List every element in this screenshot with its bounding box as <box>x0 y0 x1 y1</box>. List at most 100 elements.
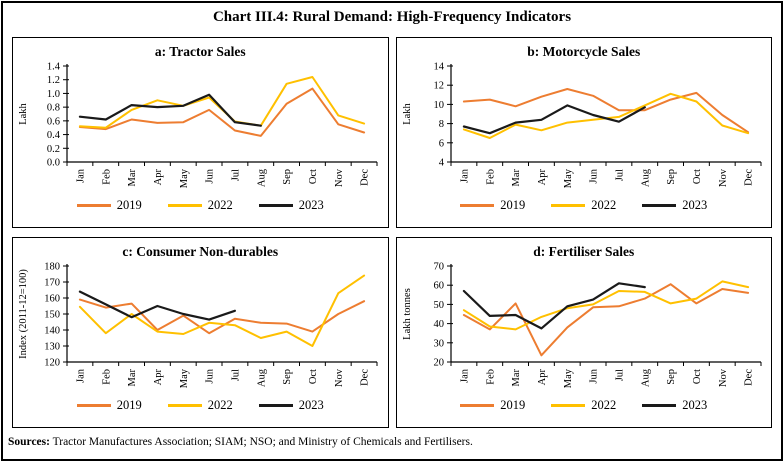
legend-label-2023: 2023 <box>682 398 708 412</box>
svg-text:10: 10 <box>433 100 444 111</box>
legend-item-2022: 2022 <box>551 398 616 413</box>
svg-text:Mar: Mar <box>127 369 138 387</box>
panel-consumer-non-durables: c: Consumer Non-durables 120 130 140 150 160… <box>12 237 389 428</box>
svg-text:Lakh tonnes: Lakh tonnes <box>402 288 413 340</box>
panel-tractor-sales: a: Tractor Sales 0.0 0.2 0.4 0.6 0.8 1.0 1.2 1.… <box>12 37 389 228</box>
svg-text:6: 6 <box>438 138 443 149</box>
svg-text:Feb: Feb <box>101 169 112 185</box>
legend-item-2023: 2023 <box>642 398 707 413</box>
svg-text:May: May <box>562 368 573 388</box>
svg-text:Nov: Nov <box>334 368 345 387</box>
legend-label-2022: 2022 <box>591 198 617 212</box>
svg-text:Jul: Jul <box>230 369 241 381</box>
legend-item-2019: 2019 <box>76 398 142 413</box>
legend-line-2022 <box>551 404 586 407</box>
svg-text:Jul: Jul <box>614 369 625 381</box>
svg-text:Apr: Apr <box>536 169 547 186</box>
svg-text:Oct: Oct <box>691 169 702 184</box>
svg-text:Aug: Aug <box>640 168 651 187</box>
legend-c: 2019 2022 2023 <box>13 398 388 413</box>
legend-line-2023 <box>642 204 677 207</box>
panel-motorcycle-sales: b: Motorcycle Sales 4 6 8 10 12 14 Jan Feb Mar Ap… <box>395 37 772 228</box>
svg-text:Dec: Dec <box>360 169 371 186</box>
svg-text:Aug: Aug <box>256 168 267 187</box>
legend-label-2022: 2022 <box>207 198 233 212</box>
svg-text:Jun: Jun <box>588 368 599 383</box>
svg-text:4: 4 <box>438 158 444 169</box>
svg-text:Aug: Aug <box>640 368 651 387</box>
panel-title-c: c: Consumer Non-durables <box>122 244 279 259</box>
legend-line-2019 <box>76 204 111 207</box>
tractor-sales-chart: 0.0 0.2 0.4 0.6 0.8 1.0 1.2 1.4 Jan Feb Mar Apr May J… <box>18 62 378 188</box>
svg-text:Sep: Sep <box>282 169 293 185</box>
svg-text:Oct: Oct <box>308 369 319 384</box>
legend-item-2019: 2019 <box>460 398 525 413</box>
svg-text:Mar: Mar <box>511 169 522 187</box>
svg-text:14: 14 <box>433 62 444 73</box>
legend-line-2019 <box>460 204 495 207</box>
panel-fertiliser-sales: d: Fertiliser Sales 20 30 40 50 60 70 Jan Feb Ma… <box>395 237 772 428</box>
svg-text:1.2: 1.2 <box>47 75 60 86</box>
legend-item-2023: 2023 <box>258 198 324 213</box>
svg-text:160: 160 <box>44 294 60 305</box>
svg-text:May: May <box>179 168 190 188</box>
svg-text:Apr: Apr <box>153 369 164 386</box>
svg-text:Index (2011-12=100): Index (2011-12=100) <box>18 269 29 359</box>
legend-a: 2019 2022 2023 <box>13 198 388 213</box>
svg-text:Nov: Nov <box>717 168 728 187</box>
svg-text:140: 140 <box>44 326 60 337</box>
svg-text:70: 70 <box>433 262 444 273</box>
legend-label-2019: 2019 <box>500 398 526 412</box>
legend-label-2019: 2019 <box>500 198 526 212</box>
svg-text:Feb: Feb <box>101 369 112 385</box>
legend-line-2023 <box>258 204 293 207</box>
legend-item-2022: 2022 <box>167 198 233 213</box>
svg-text:Dec: Dec <box>743 169 754 186</box>
svg-text:Oct: Oct <box>308 169 319 184</box>
legend-item-2022: 2022 <box>167 398 233 413</box>
svg-text:Feb: Feb <box>485 169 496 185</box>
consumer-non-durables-chart: 120 130 140 150 160 170 180 Jan Feb Mar Apr May Jun J… <box>18 262 378 388</box>
svg-text:0.2: 0.2 <box>47 144 60 155</box>
sources-label: Sources: <box>8 436 50 448</box>
svg-text:180: 180 <box>44 262 60 273</box>
legend-label-2023: 2023 <box>298 198 324 212</box>
legend-b: 2019 2022 2023 <box>397 198 772 213</box>
svg-text:50: 50 <box>433 300 444 311</box>
svg-text:Lakh: Lakh <box>18 102 29 124</box>
legend-item-2019: 2019 <box>76 198 142 213</box>
svg-text:Lakh: Lakh <box>402 102 413 124</box>
legend-item-2023: 2023 <box>642 198 707 213</box>
svg-text:Oct: Oct <box>691 369 702 384</box>
legend-label-2019: 2019 <box>116 398 142 412</box>
svg-text:Jun: Jun <box>205 368 216 383</box>
svg-text:May: May <box>179 368 190 388</box>
svg-text:30: 30 <box>433 338 444 349</box>
svg-text:170: 170 <box>44 278 60 289</box>
svg-text:Mar: Mar <box>511 369 522 387</box>
svg-text:150: 150 <box>44 310 60 321</box>
svg-text:Feb: Feb <box>485 369 496 385</box>
svg-text:0.0: 0.0 <box>47 158 60 169</box>
svg-text:120: 120 <box>44 358 60 369</box>
svg-text:40: 40 <box>433 319 444 330</box>
svg-text:Jul: Jul <box>230 169 241 181</box>
legend-item-2022: 2022 <box>551 198 616 213</box>
sources-note: Sources: Tractor Manufactures Associatio… <box>8 436 473 448</box>
svg-text:Jun: Jun <box>205 168 216 183</box>
svg-text:Sep: Sep <box>666 169 677 185</box>
svg-text:May: May <box>562 168 573 188</box>
legend-label-2022: 2022 <box>591 398 617 412</box>
legend-item-2023: 2023 <box>258 398 324 413</box>
svg-text:12: 12 <box>433 81 444 92</box>
legend-label-2023: 2023 <box>298 398 324 412</box>
svg-text:Jan: Jan <box>75 168 86 183</box>
svg-text:0.4: 0.4 <box>47 130 61 141</box>
svg-text:Apr: Apr <box>153 169 164 186</box>
motorcycle-sales-chart: 4 6 8 10 12 14 Jan Feb Mar Apr May Jun Jul Aug Sep Oct N… <box>402 62 761 188</box>
fertiliser-sales-chart: 20 30 40 50 60 70 Jan Feb Mar Apr May Jun Jul Aug Sep O… <box>402 262 761 388</box>
legend-line-2022 <box>551 204 586 207</box>
svg-text:1.4: 1.4 <box>47 62 61 73</box>
panel-title-b: b: Motorcycle Sales <box>527 44 641 59</box>
legend-label-2023: 2023 <box>682 198 708 212</box>
